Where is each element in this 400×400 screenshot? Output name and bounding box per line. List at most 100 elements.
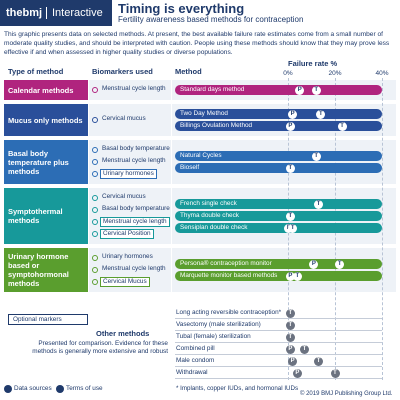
other-method-line — [175, 330, 382, 331]
other-method-line — [175, 342, 382, 343]
biomarker-panel — [89, 80, 171, 100]
subtitle: Fertility awareness based methods for co… — [118, 15, 304, 24]
method-bar — [175, 199, 382, 209]
method-panel — [172, 140, 396, 184]
biomarker: Basal body temperature — [102, 205, 170, 212]
biomarker: Cervical Position — [100, 229, 154, 239]
data-sources-link[interactable]: Data sources — [14, 385, 52, 392]
other-method-line — [175, 354, 382, 355]
perfect-use-marker: P — [285, 121, 295, 131]
typical-use-marker: T — [335, 259, 345, 269]
info-icon — [4, 385, 12, 393]
group-name: Urinary hormone based or symptohormonal … — [8, 252, 69, 288]
biomarker: Urinary hormones — [100, 169, 157, 179]
typical-use-marker: T — [292, 271, 302, 281]
perfect-use-marker: P — [309, 259, 319, 269]
info-icon — [56, 385, 64, 393]
biomarker-icon — [92, 207, 98, 213]
method-bar — [175, 223, 382, 233]
other-method-name: Long acting reversible contraception* — [176, 309, 282, 316]
biomarker-icon — [92, 159, 98, 165]
biomarker-icon — [92, 195, 98, 201]
footnote: * Implants, copper IUDs, and hormonal IU… — [176, 385, 299, 392]
biomarker-icon — [92, 255, 98, 261]
other-method-name: Male condom — [176, 357, 215, 364]
group-label: Basal body temperature plus methods — [4, 140, 88, 184]
method-bar — [175, 109, 382, 119]
typical-use-marker: T — [288, 223, 298, 233]
method-bar — [175, 211, 382, 221]
column-header: Failure rate % — [288, 59, 338, 68]
title: Timing is everything — [118, 1, 245, 16]
perfect-use-marker: P — [288, 356, 298, 366]
biomarker: Cervical mucus — [102, 115, 146, 122]
typical-use-marker: T — [337, 121, 347, 131]
method-name: Persona® contraception monitor — [180, 260, 272, 267]
method-bar — [175, 259, 382, 269]
biomarker: Cervical mucus — [102, 193, 146, 200]
group-name: Mucus only methods — [8, 115, 83, 125]
group-name: Calendar methods — [8, 85, 74, 95]
perfect-use-marker: P — [285, 344, 295, 354]
brand-box — [0, 0, 112, 26]
method-bar — [175, 271, 382, 281]
typical-use-marker: T — [314, 199, 324, 209]
biomarker-icon — [92, 171, 98, 177]
biomarker-icon — [92, 219, 98, 225]
method-name: Billings Ovulation Method — [180, 122, 253, 129]
biomarker: Menstrual cycle length — [102, 85, 166, 92]
intro: This graphic presents data on selected m… — [4, 31, 390, 56]
biomarker-icon — [92, 267, 98, 273]
typical-use-marker: T — [285, 332, 295, 342]
group-label: Calendar methods — [4, 80, 88, 100]
biomarker-icon — [92, 231, 98, 237]
other-method-line — [175, 318, 382, 319]
perfect-use-marker: P — [288, 109, 298, 119]
method-name: Marquette monitor based methods — [180, 272, 278, 279]
section: Interactive — [46, 7, 103, 19]
group-name: Basal body temperature plus methods — [8, 148, 69, 176]
biomarker: Menstrual cycle length — [102, 157, 166, 164]
group-label: Mucus only methods — [4, 104, 88, 136]
typical-use-marker: T — [311, 151, 321, 161]
method-panel — [172, 248, 396, 292]
group-label: Symptothermal methods — [4, 188, 88, 244]
x-tick-label: 40% — [375, 70, 389, 77]
optional-markers: Optional markers — [8, 314, 88, 325]
other-method-line — [175, 366, 382, 367]
other-method-name: Combined pill — [176, 345, 215, 352]
typical-use-marker: T — [316, 109, 326, 119]
biomarker: Basal body temperature — [102, 145, 170, 152]
other-method-name: Withdrawal — [176, 369, 208, 376]
typical-use-marker: T — [330, 368, 340, 378]
biomarker-icon — [92, 279, 98, 285]
other-method-name: Vasectomy (male sterilization) — [176, 321, 261, 328]
method-name: Sensiplan double check — [180, 224, 248, 231]
method-name: Standard days method — [180, 86, 245, 93]
brand: thebmj — [6, 7, 43, 19]
typical-use-marker: T — [285, 308, 295, 318]
typical-use-marker: T — [299, 344, 309, 354]
biomarker: Menstrual cycle length — [100, 217, 170, 227]
column-header: Biomarkers used — [92, 67, 153, 76]
method-bar — [175, 163, 382, 173]
column-header: Method — [175, 67, 202, 76]
column-header: Type of method — [8, 67, 64, 76]
method-name: Natural Cycles — [180, 152, 222, 159]
typical-use-marker: T — [285, 211, 295, 221]
biomarker-icon — [92, 147, 98, 153]
x-tick-label: 0% — [283, 70, 293, 77]
biomarker-icon — [92, 87, 98, 93]
x-tick-label: 20% — [328, 70, 342, 77]
typical-use-marker: T — [285, 163, 295, 173]
method-name: Two Day Method — [180, 110, 228, 117]
perfect-use-marker: P — [285, 271, 295, 281]
method-name: Thyma double check — [180, 212, 239, 219]
biomarker: Urinary hormones — [102, 253, 153, 260]
perfect-use-marker: P — [295, 85, 305, 95]
terms-link[interactable]: Terms of use — [66, 385, 103, 392]
biomarker-panel — [89, 104, 171, 136]
group-name: Symptothermal methods — [8, 207, 63, 225]
copyright: © 2019 BMJ Publishing Group Ltd. — [300, 391, 393, 397]
grid-line — [382, 78, 383, 380]
